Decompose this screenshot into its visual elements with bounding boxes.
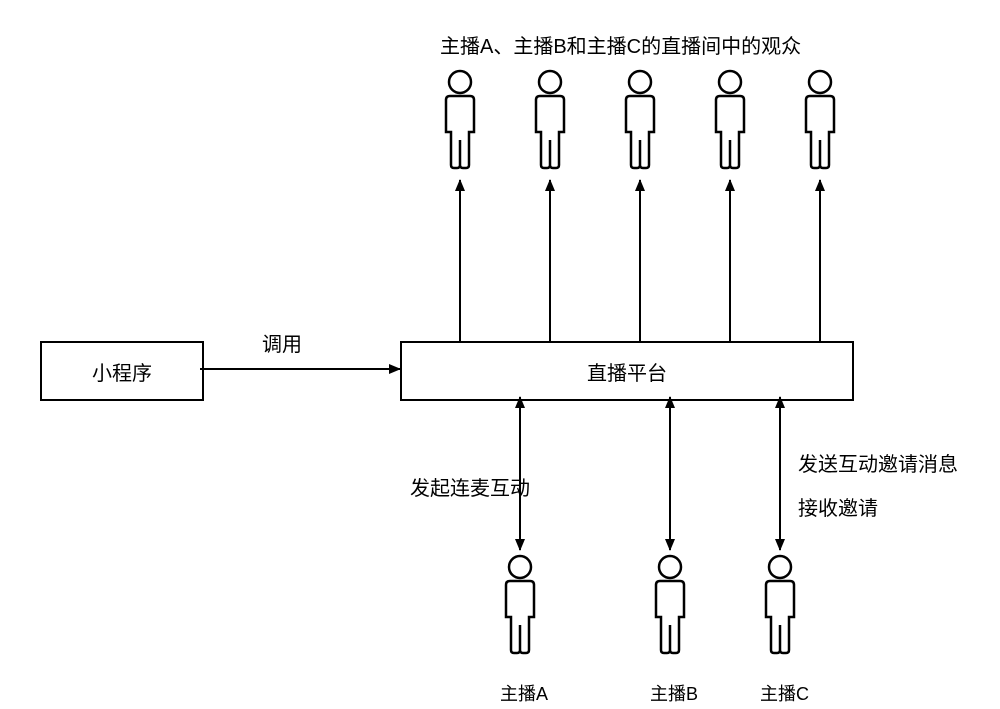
audience-icon — [806, 71, 834, 168]
hostA-label: 主播A — [500, 680, 548, 706]
audience-icon — [446, 71, 474, 168]
miniapp-label: 小程序 — [92, 357, 152, 386]
audience-icon — [626, 71, 654, 168]
host-icon — [766, 556, 794, 653]
send-invite-label: 发送互动邀请消息 — [798, 448, 958, 477]
hostC-label: 主播C — [760, 680, 809, 706]
title-label: 主播A、主播B和主播C的直播间中的观众 — [440, 30, 801, 59]
miniapp-box: 小程序 — [40, 341, 204, 401]
recv-invite-label: 接收邀请 — [798, 492, 878, 521]
host-icon — [506, 556, 534, 653]
host-icon — [656, 556, 684, 653]
audience-icon — [536, 71, 564, 168]
audience-icon — [716, 71, 744, 168]
hostB-label: 主播B — [650, 680, 698, 706]
call-label: 调用 — [262, 328, 302, 357]
platform-label: 直播平台 — [587, 357, 667, 386]
initiate-label: 发起连麦互动 — [410, 472, 530, 501]
platform-box: 直播平台 — [400, 341, 854, 401]
